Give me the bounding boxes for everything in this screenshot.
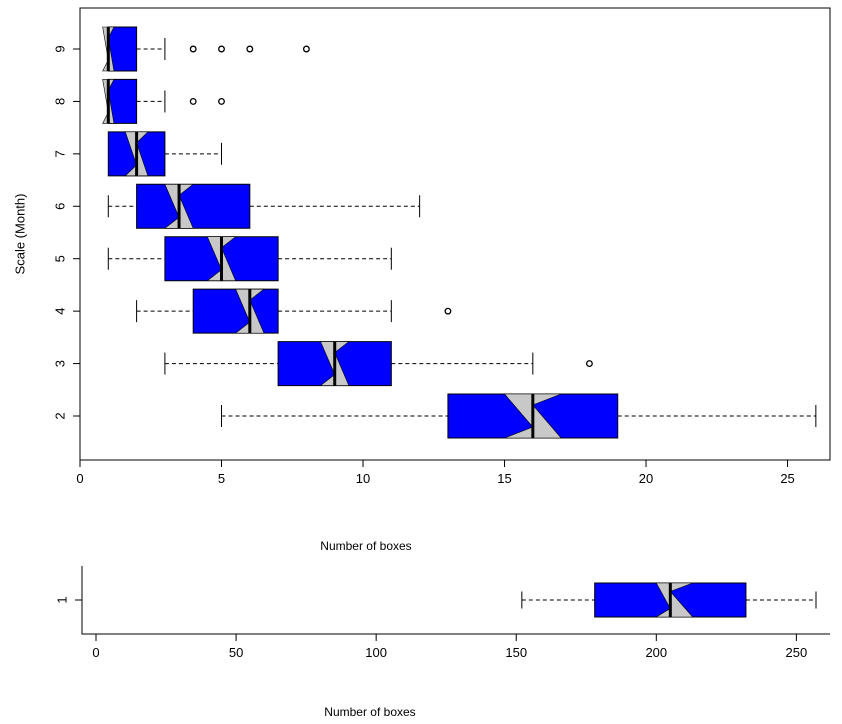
y-tick-label: 5 <box>52 255 67 262</box>
plot-frame <box>81 566 830 635</box>
outlier-point <box>218 97 225 105</box>
x-tick-label: 0 <box>76 471 83 486</box>
y-tick-label: 2 <box>52 412 67 419</box>
outlier-point <box>302 45 310 53</box>
outlier-point <box>189 97 197 105</box>
outlier-point <box>585 360 593 368</box>
box-3 <box>164 341 593 387</box>
box-1 <box>521 582 817 618</box>
x-tick-label: 200 <box>645 645 667 660</box>
box-6 <box>107 183 421 229</box>
box-body <box>136 183 251 229</box>
chart-bottom-panel: 1 0 50 100 150 200 250 Number of boxes <box>54 566 830 719</box>
y-tick-label: 8 <box>52 98 67 105</box>
y-tick-label: 3 <box>52 360 67 367</box>
x-tick-label: 25 <box>780 471 794 486</box>
box-9 <box>102 26 310 72</box>
x-tick-label: 150 <box>505 645 527 660</box>
x-tick-label: 15 <box>497 471 511 486</box>
box-body <box>192 288 279 334</box>
box-5 <box>107 236 392 282</box>
y-tick-label: 9 <box>52 45 67 52</box>
y-axis-label: Scale (Month) <box>12 194 27 275</box>
x-tick-label: 50 <box>229 645 243 660</box>
y-tick-label: 4 <box>52 308 67 315</box>
x-tick-label: 250 <box>786 645 808 660</box>
x-tick-label: 20 <box>639 471 653 486</box>
x-tick-label: 100 <box>365 645 387 660</box>
y-tick-label: 1 <box>54 596 69 603</box>
plot-frame <box>79 7 831 461</box>
x-tick-label: 0 <box>92 645 99 660</box>
x-tick-label: 10 <box>356 471 370 486</box>
y-tick-label: 7 <box>52 150 67 157</box>
x-axis-label: Number of boxes <box>324 705 415 719</box>
box-8 <box>102 78 225 124</box>
outlier-point <box>218 45 225 53</box>
box-4 <box>136 288 452 334</box>
outlier-point <box>444 307 452 315</box>
y-tick-label: 6 <box>52 203 67 210</box>
box-2 <box>221 393 817 439</box>
outlier-point <box>189 45 197 53</box>
chart-top-panel: 2 3 4 5 6 7 8 9 0 5 10 15 20 25 Number of boxes Scale (… <box>12 7 831 553</box>
box-7 <box>107 131 223 177</box>
x-axis-label: Number of boxes <box>320 539 411 553</box>
x-tick-label: 5 <box>218 471 225 486</box>
outlier-point <box>246 45 254 53</box>
